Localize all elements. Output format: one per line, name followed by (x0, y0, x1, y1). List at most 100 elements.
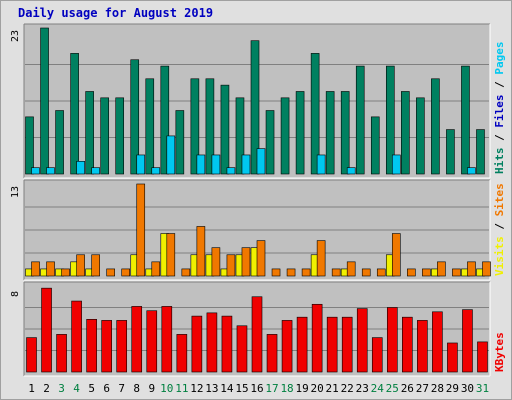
bar-kbytes (341, 316, 353, 373)
bar-hits (25, 116, 34, 175)
legend-item: Hits (493, 148, 506, 175)
day-label: 25 (386, 382, 399, 395)
legend-item: Files (493, 95, 506, 128)
legend-kbytes: KBytes (493, 332, 506, 372)
panel-kbytes: 8 KBytes (10, 281, 506, 377)
bar-kbytes (116, 320, 128, 373)
bar-kbytes (206, 312, 218, 373)
legend-visits: Visits / Sites (493, 183, 506, 276)
bar-sites (437, 261, 446, 277)
bar-kbytes (131, 306, 143, 373)
day-label: 19 (295, 382, 308, 395)
bar-files (346, 167, 356, 175)
bar-sites (361, 268, 371, 277)
bar-kbytes (296, 316, 308, 373)
bar-files (211, 154, 221, 175)
day-label: 11 (175, 382, 188, 395)
bar-hits (265, 110, 275, 175)
day-label: 9 (148, 382, 155, 395)
bar-sites (196, 226, 206, 277)
bar-hits (325, 91, 335, 175)
bar-sites (391, 233, 401, 277)
bar-sites (121, 268, 131, 277)
bar-files (196, 154, 206, 175)
bar-sites (301, 268, 311, 277)
bar-sites (91, 254, 100, 277)
day-label: 10 (160, 382, 173, 395)
panel-max-label: 23 (10, 30, 21, 42)
bar-sites (46, 261, 55, 277)
bar-kbytes (56, 334, 67, 373)
bar-kbytes (71, 300, 82, 373)
bar-hits (461, 65, 470, 175)
bar-hits (205, 78, 215, 175)
day-label: 3 (58, 382, 65, 395)
legend-item: Sites (493, 183, 506, 216)
day-label: 2 (43, 382, 50, 395)
panel-visits: 13 Visits / Sites (10, 179, 506, 281)
bar-hits (100, 97, 109, 175)
bar-hits (55, 110, 64, 175)
bar-kbytes (236, 325, 248, 373)
bar-kbytes (41, 287, 52, 373)
bar-sites (31, 261, 40, 277)
day-label: 21 (326, 382, 339, 395)
panel-hits: 23 Hits / Files / Pages (10, 23, 506, 179)
bar-hits (310, 53, 320, 175)
bar-hits (250, 40, 260, 175)
day-label: 23 (356, 382, 369, 395)
day-label: 30 (461, 382, 474, 395)
bar-sites (422, 268, 431, 277)
bar-sites (271, 268, 281, 277)
bar-hits (355, 65, 365, 175)
bar-hits (385, 65, 395, 175)
bar-kbytes (146, 310, 158, 373)
bar-hits (370, 116, 380, 175)
bar-sites (407, 268, 416, 277)
bar-sites (106, 268, 115, 277)
day-label: 13 (205, 382, 218, 395)
day-label: 26 (401, 382, 414, 395)
bar-sites (181, 268, 191, 277)
bar-hits (160, 65, 170, 175)
bar-sites (136, 183, 146, 277)
day-label: 7 (118, 382, 125, 395)
bar-kbytes (251, 296, 263, 373)
bar-kbytes (386, 307, 398, 373)
bar-kbytes (432, 311, 443, 373)
bar-kbytes (191, 315, 203, 373)
bar-files (241, 154, 251, 175)
bar-kbytes (417, 320, 428, 373)
bar-hits (295, 91, 305, 175)
bar-sites (211, 247, 221, 277)
legend-item: Pages (493, 42, 506, 75)
bar-hits (145, 78, 155, 175)
bar-kbytes (101, 320, 112, 373)
bar-files (136, 154, 146, 175)
panel-max-label: 13 (10, 186, 21, 198)
bar-hits (40, 27, 49, 175)
legend-item: / (493, 128, 506, 148)
day-label: 24 (371, 382, 385, 395)
bar-sites (467, 261, 476, 277)
bar-hits (280, 97, 290, 175)
bar-kbytes (356, 308, 368, 373)
bar-kbytes (462, 309, 473, 373)
day-label: 28 (431, 382, 444, 395)
day-label: 14 (220, 382, 234, 395)
legend-item: KBytes (493, 332, 506, 372)
bar-hits (476, 129, 485, 175)
bar-kbytes (371, 337, 383, 373)
bar-files (391, 154, 401, 175)
day-label: 17 (265, 382, 278, 395)
day-label: 5 (88, 382, 95, 395)
day-label: 1 (28, 382, 35, 395)
bar-files (166, 135, 176, 175)
bar-sites (256, 240, 266, 277)
day-label: 27 (416, 382, 429, 395)
bar-files (316, 154, 326, 175)
day-axis-labels: 1 2 3 4 5 6 7 8 9 10 11 12 13 14 15 16 17 18 19 20 21 22 23 24 2… (28, 382, 489, 395)
bar-sites (166, 233, 176, 277)
chart-panels: 23 Hits / Files / Pages 13 Visits / Sites 8 K… (10, 23, 506, 377)
